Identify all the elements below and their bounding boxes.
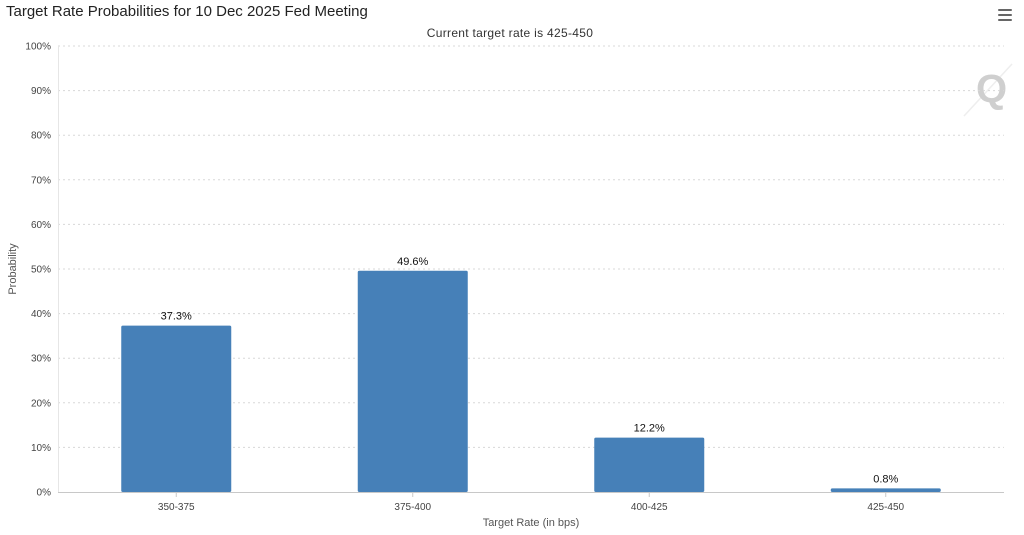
bars xyxy=(121,270,941,492)
bar-data-label: 12.2% xyxy=(634,423,665,435)
y-axis-title: Probability xyxy=(7,243,19,295)
bar[interactable] xyxy=(594,437,705,492)
bar-data-label: 37.3% xyxy=(161,311,192,323)
y-tick-label: 70% xyxy=(31,175,51,186)
x-tick-label: 350-375 xyxy=(158,502,195,513)
hamburger-menu-icon[interactable] xyxy=(994,6,1016,24)
bar[interactable] xyxy=(830,488,941,492)
x-tick-label: 425-450 xyxy=(867,502,904,513)
y-tick-label: 60% xyxy=(31,220,51,231)
chart-subtitle: Current target rate is 425-450 xyxy=(426,26,594,40)
bar[interactable] xyxy=(357,270,468,492)
x-tick-label: 375-400 xyxy=(394,502,431,513)
y-tick-label: 90% xyxy=(31,86,51,97)
y-tick-label: 30% xyxy=(31,354,51,365)
bar-data-label: 0.8% xyxy=(873,473,898,485)
svg-text:Q: Q xyxy=(976,67,1007,111)
y-tick-label: 0% xyxy=(37,488,52,499)
y-tick-label: 50% xyxy=(31,265,51,276)
y-tick-label: 20% xyxy=(31,398,51,409)
x-axis-ticks: 350-375 375-400 400-425 425-450 xyxy=(158,492,905,513)
y-axis-ticks: 0% 10% 20% 30% 40% 50% 60% 70% 80% 90% 100% xyxy=(25,42,51,499)
chart-title: Target Rate Probabilities for 10 Dec 202… xyxy=(6,3,368,20)
data-labels: 37.3% 49.6% 12.2% 0.8% xyxy=(161,256,899,486)
bar[interactable] xyxy=(121,325,232,492)
x-tick-label: 400-425 xyxy=(631,502,668,513)
bar-data-label: 49.6% xyxy=(397,256,428,268)
q-logo-icon: Q xyxy=(962,62,1014,118)
y-tick-label: 100% xyxy=(25,42,51,53)
x-axis-title: Target Rate (in bps) xyxy=(483,517,580,529)
y-tick-label: 10% xyxy=(31,443,51,454)
y-tick-label: 80% xyxy=(31,131,51,142)
y-tick-label: 40% xyxy=(31,309,51,320)
